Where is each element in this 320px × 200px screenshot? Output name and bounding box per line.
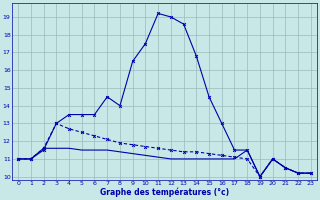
- X-axis label: Graphe des températures (°c): Graphe des températures (°c): [100, 188, 229, 197]
